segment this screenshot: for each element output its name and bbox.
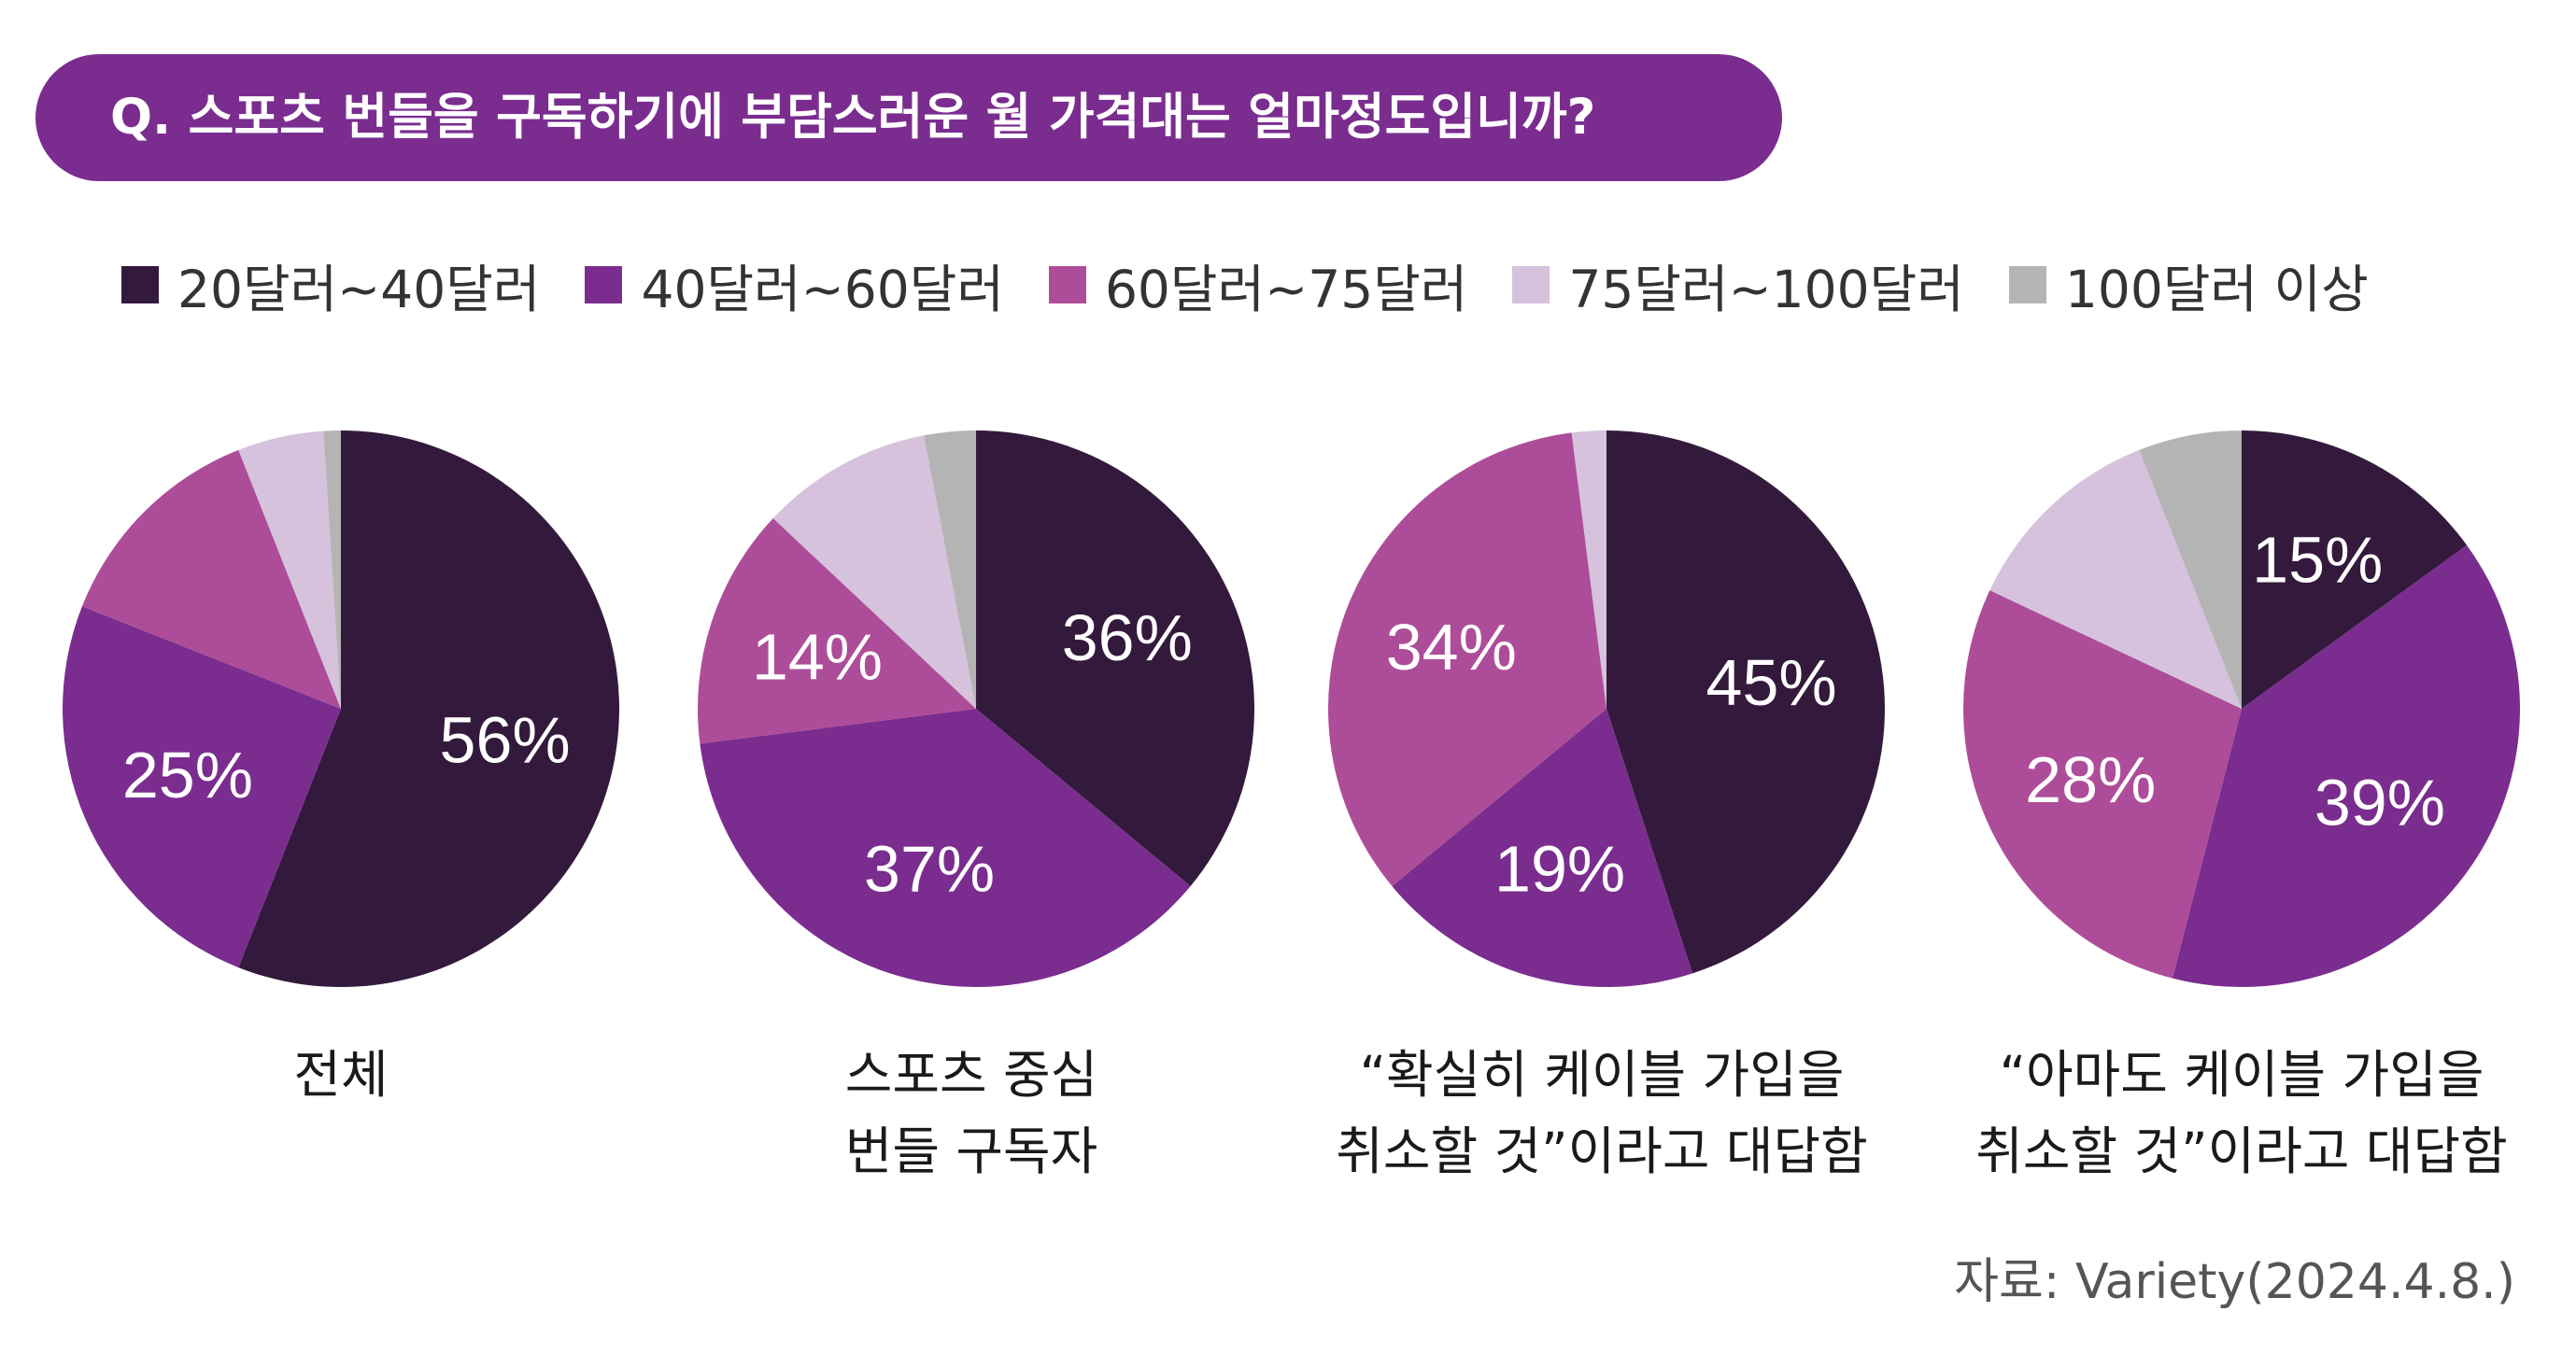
pie3-label-60-75: 34% [1386, 611, 1517, 684]
pie-charts: 56% 25% 36% 37% 14% 45% 19% 34% 15% 39% 28% [63, 430, 2521, 988]
pie3-slice-60-75 [1328, 432, 1606, 886]
legend-item-100-plus: 100달러 이상 [2008, 247, 2369, 322]
pie1-label-20-40: 56% [440, 704, 571, 777]
legend-label: 20달러~40달러 [177, 260, 541, 319]
legend-item-75-100: 75달러~100달러 [1512, 247, 1964, 322]
legend-item-60-75: 60달러~75달러 [1048, 247, 1468, 322]
legend-label: 75달러~100달러 [1568, 260, 1964, 319]
pie2-label-60-75: 14% [752, 621, 883, 694]
pie2-slice-40-60 [700, 709, 1191, 987]
legend: 20달러~40달러 40달러~60달러 60달러~75달러 75달러~100달러… [121, 252, 2413, 319]
pie4-slice-60-75 [1962, 590, 2242, 979]
legend-swatch [121, 266, 159, 303]
caption-line: 취소할 것”이라고 대답함 [1975, 1121, 2508, 1181]
caption-sports-bundle: 스포츠 중심 번들 구독자 [644, 1037, 1298, 1190]
pie2-slice-20-40 [976, 430, 1254, 886]
pie2-slice-60-75 [697, 518, 976, 744]
caption-line: 번들 구독자 [844, 1121, 1098, 1181]
pie3-label-40-60: 19% [1494, 833, 1625, 906]
pie4-slice-40-60 [2172, 544, 2521, 988]
pie4-slice-75-100 [1989, 449, 2242, 709]
pie4-label-60-75: 28% [2025, 743, 2156, 816]
pie2-label-40-60: 37% [864, 833, 995, 906]
pie4-label-20-40: 15% [2252, 524, 2383, 597]
caption-overall: 전체 [14, 1037, 668, 1113]
pie2-slice-75-100 [772, 435, 976, 709]
legend-label: 100달러 이상 [2064, 260, 2369, 319]
legend-swatch [585, 266, 623, 303]
pie1-slice-40-60 [63, 606, 342, 968]
caption-line: “확실히 케이블 가입을 [1359, 1045, 1845, 1105]
legend-label: 40달러~60달러 [641, 260, 1004, 319]
pie1-slice-100-plus [323, 430, 341, 709]
pie1-slice-20-40 [238, 430, 620, 987]
legend-swatch [1048, 266, 1086, 303]
pie4-slice-100-plus [2139, 430, 2242, 709]
pie4-slice-20-40 [2242, 430, 2468, 709]
legend-label: 60달러~75달러 [1104, 260, 1468, 319]
caption-line: 취소할 것”이라고 대답함 [1336, 1121, 1868, 1181]
pie4-label-40-60: 39% [2314, 767, 2445, 839]
legend-swatch [2008, 266, 2046, 303]
question-text: Q. 스포츠 번들을 구독하기에 부담스러운 월 가격대는 얼마정도입니까? [110, 89, 1596, 146]
pie3-slice-20-40 [1606, 430, 1885, 974]
pie3-slice-40-60 [1392, 709, 1693, 987]
pie1-slice-60-75 [81, 449, 342, 709]
pie3-label-20-40: 45% [1706, 646, 1837, 719]
pie1-slice-75-100 [238, 430, 341, 709]
caption-definitely-cancel: “확실히 케이블 가입을 취소할 것”이라고 대답함 [1275, 1037, 1929, 1190]
legend-swatch [1512, 266, 1550, 303]
caption-maybe-cancel: “아마도 케이블 가입을 취소할 것”이라고 대답함 [1915, 1037, 2569, 1190]
caption-line: 전체 [293, 1045, 389, 1105]
pie2-label-20-40: 36% [1062, 601, 1193, 674]
source-note: 자료: Variety(2024.4.8.) [1954, 1254, 2515, 1310]
legend-item-40-60: 40달러~60달러 [585, 247, 1004, 322]
caption-line: 스포츠 중심 [844, 1045, 1098, 1105]
caption-line: “아마도 케이블 가입을 [1999, 1045, 2484, 1105]
pie1-label-40-60: 25% [122, 739, 253, 811]
pie3-slice-75-100 [1571, 430, 1606, 709]
legend-item-20-40: 20달러~40달러 [121, 247, 540, 322]
pie2-slice-100-plus [924, 430, 976, 709]
question-banner: Q. 스포츠 번들을 구독하기에 부담스러운 월 가격대는 얼마정도입니까? [35, 54, 1782, 181]
